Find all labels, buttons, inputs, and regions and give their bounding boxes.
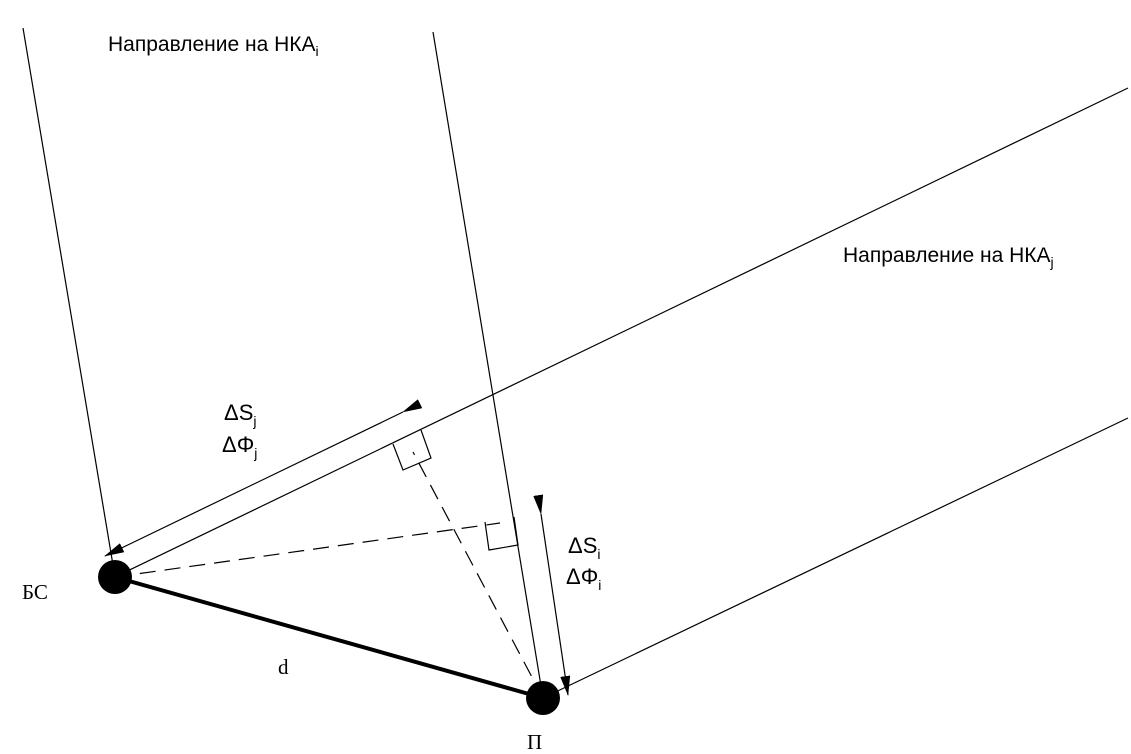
delta-s-j-label: ΔSj — [224, 400, 257, 429]
baseline-d — [114, 575, 544, 700]
right-angle-marker-i — [484, 516, 519, 551]
baseline-label: d — [278, 655, 289, 679]
delta-s-j-arrow — [104, 399, 423, 557]
delta-s-i-label: ΔSi — [568, 533, 601, 562]
delta-s-i-arrow — [533, 494, 571, 696]
direction-i-label: Направление на НКАi — [108, 33, 319, 59]
direction-line-i-from-rover — [432, 31, 544, 699]
base-station-point — [98, 560, 132, 594]
rover-point — [526, 681, 560, 715]
direction-line-i-from-base — [22, 27, 116, 578]
direction-line-j-from-base — [114, 87, 1129, 578]
rover-label: П — [527, 730, 542, 754]
direction-j-label: Направление на НКАj — [843, 244, 1054, 270]
right-angle-marker-j — [392, 429, 432, 471]
delta-phi-j-label: ΔΦj — [222, 432, 257, 461]
perpendicular-to-direction-i — [114, 522, 501, 578]
direction-line-j-from-rover — [542, 417, 1129, 699]
perpendicular-to-direction-j — [412, 451, 544, 699]
delta-phi-i-label: ΔΦi — [566, 564, 601, 593]
base-station-label: БС — [22, 580, 48, 604]
